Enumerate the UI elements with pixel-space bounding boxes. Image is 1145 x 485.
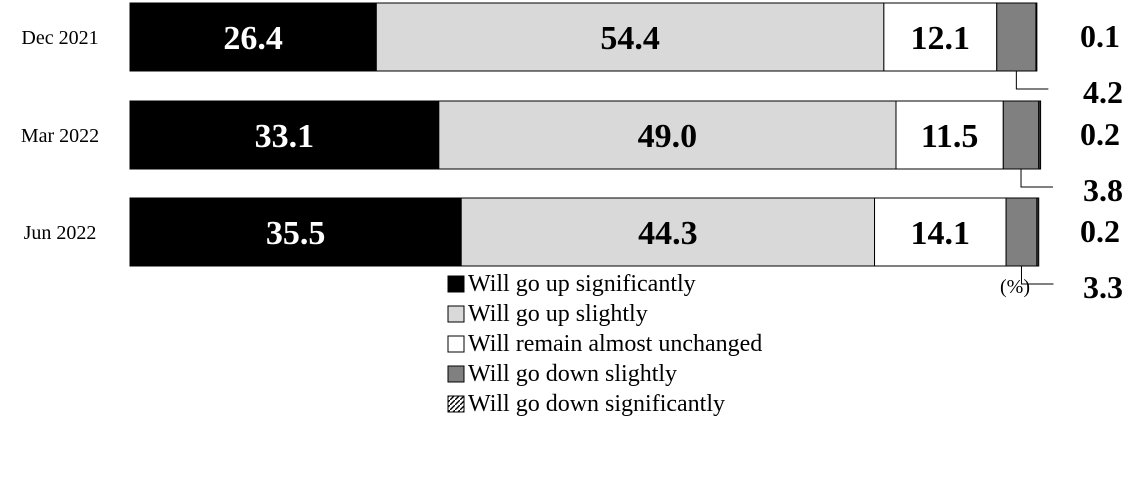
legend-entry: Will go up slightly — [468, 301, 648, 327]
legend-entry: Will go up significantly — [468, 271, 696, 297]
bar-segment — [883, 2, 998, 72]
bar-segment — [129, 197, 462, 267]
data-label: 14.1 — [911, 215, 971, 252]
labels-layer: Dec 2021 26.4 54.4 12.1 0.1 4.2 Mar 2022 33.1 49… — [21, 18, 1123, 305]
legend: Will go up significantly Will go up sligh… — [447, 271, 762, 417]
legend-entry: Will go down slightly — [468, 361, 677, 387]
bar-segment — [129, 2, 377, 72]
legend-entry: Will remain almost unchanged — [468, 331, 762, 357]
bar-segment — [438, 100, 897, 170]
bar-segment — [996, 2, 1037, 72]
bar-segment — [895, 100, 1004, 170]
bar-segment — [129, 100, 440, 170]
data-label: 11.5 — [921, 118, 979, 155]
unit-label: (%) — [1000, 276, 1030, 298]
data-label: 0.2 — [1080, 116, 1120, 152]
leader-line — [1015, 71, 1049, 90]
legend-swatch — [447, 395, 465, 413]
data-label: 44.3 — [638, 215, 698, 252]
bar-segment — [1035, 2, 1038, 72]
data-label: 3.3 — [1083, 269, 1123, 305]
legend-swatch — [447, 365, 465, 383]
data-label: 54.4 — [600, 20, 660, 57]
category-label: Jun 2022 — [24, 222, 97, 244]
category-label: Dec 2021 — [21, 27, 98, 49]
legend-entry: Will go down significantly — [468, 391, 725, 417]
category-label: Mar 2022 — [21, 125, 99, 147]
data-label: 3.8 — [1083, 172, 1123, 208]
data-label: 0.1 — [1080, 18, 1120, 54]
data-label: 49.0 — [638, 118, 698, 155]
legend-swatch — [447, 275, 465, 293]
bars-layer — [129, 2, 1042, 267]
legend-swatch — [447, 305, 465, 323]
bar-segment — [1002, 100, 1040, 170]
bar-segment — [1005, 197, 1038, 267]
data-label: 35.5 — [266, 215, 326, 252]
bar-segment — [1036, 197, 1040, 267]
bar-segment — [874, 197, 1007, 267]
data-label: 33.1 — [255, 118, 315, 155]
data-label: 0.2 — [1080, 213, 1120, 249]
data-label: 12.1 — [911, 20, 971, 57]
leader-line — [1020, 169, 1054, 188]
bar-segment — [375, 2, 885, 72]
bar-segment — [1038, 100, 1042, 170]
legend-swatch — [447, 335, 465, 353]
data-label: 4.2 — [1083, 74, 1123, 110]
data-label: 26.4 — [223, 20, 283, 57]
leader-line — [1020, 266, 1054, 285]
bar-segment — [460, 197, 876, 267]
